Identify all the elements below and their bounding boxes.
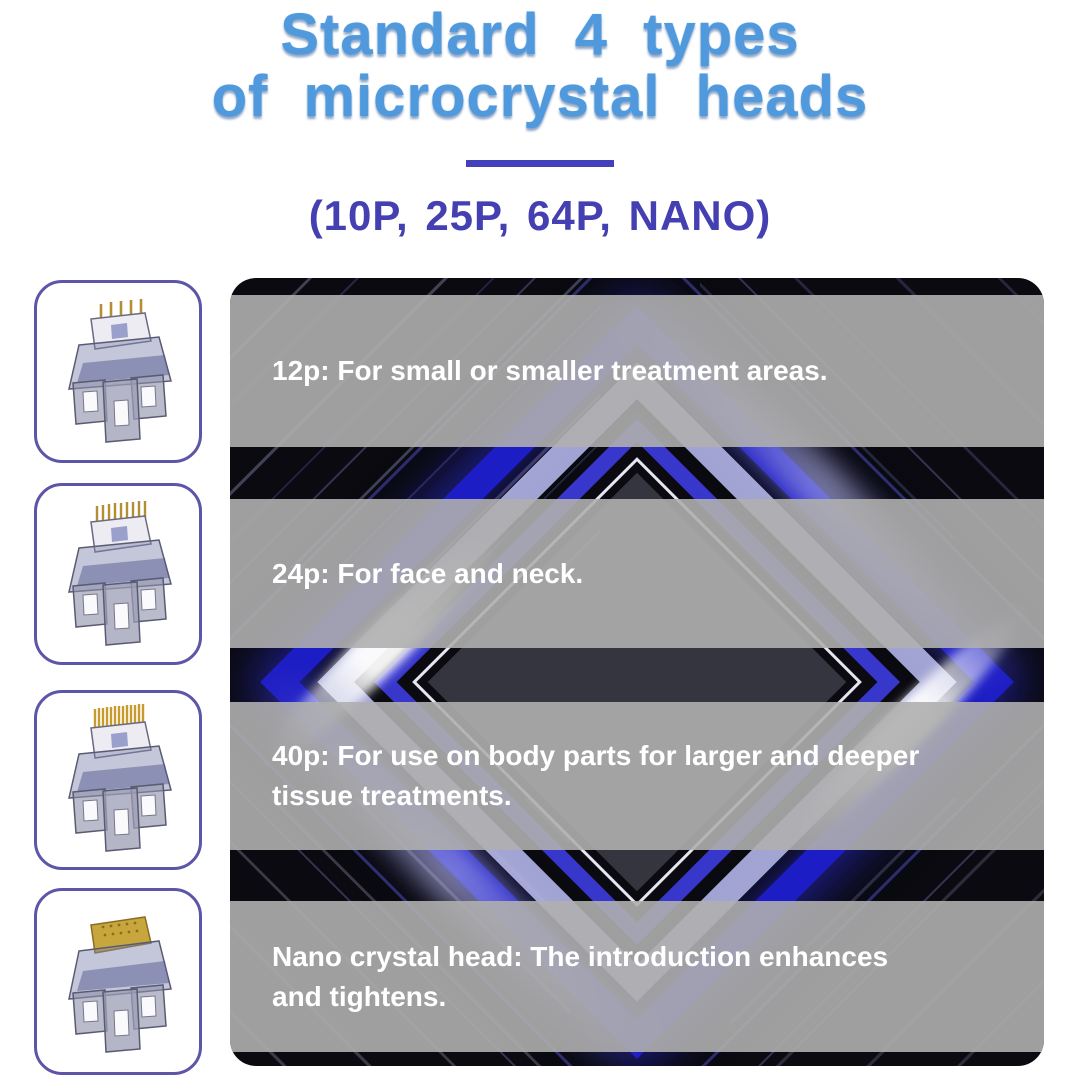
thumbnail-card-25p	[34, 483, 202, 665]
info-band-nano: Nano crystal head: The introduction enha…	[230, 901, 1044, 1052]
info-text-12p: 12p: For small or smaller treatment area…	[272, 355, 828, 386]
cartridge-nano-image	[68, 916, 172, 1053]
header: Standard 4 types of microcrystal heads	[0, 4, 1080, 128]
cartridge-64p-image	[68, 703, 172, 852]
page-title-line-1: Standard 4 types	[280, 2, 800, 67]
info-band-12p: 12p: For small or smaller treatment area…	[230, 295, 1044, 447]
info-text-40p-line2: tissue treatments.	[272, 780, 512, 811]
title-underline	[466, 160, 614, 167]
thumbnail-card-10p	[34, 280, 202, 463]
info-text-nano-line2: and tightens.	[272, 980, 447, 1012]
cartridge-25p-image	[68, 500, 172, 646]
info-band-24p: 24p: For face and neck.	[230, 499, 1044, 648]
page-title-line-2: of microcrystal heads	[211, 64, 869, 129]
info-text-40p-line1: 40p: For use on body parts for larger an…	[272, 740, 920, 771]
thumbnail-card-64p	[34, 690, 202, 870]
info-text-nano-line1: Nano crystal head: The introduction enha…	[272, 940, 889, 972]
subtitle: (10P, 25P, 64P, NANO)	[308, 192, 772, 239]
info-text-24p: 24p: For face and neck.	[272, 557, 584, 589]
thumbnail-card-nano	[34, 888, 202, 1075]
info-band-40p: 40p: For use on body parts for larger an…	[230, 702, 1044, 850]
cartridge-10p-image	[68, 299, 172, 443]
info-panel: 12p: For small or smaller treatment area…	[230, 278, 1044, 1066]
